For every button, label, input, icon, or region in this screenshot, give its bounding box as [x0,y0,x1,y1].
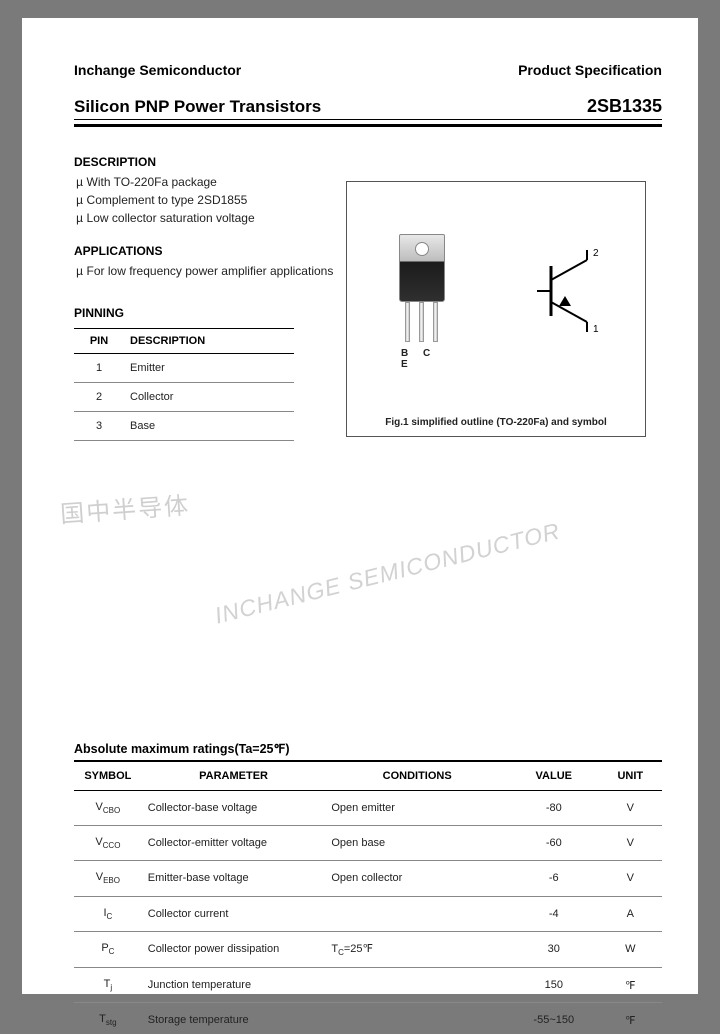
table-row: PCCollector power dissipationTC=25℉30W [74,931,662,967]
rating-symbol: Tj [74,967,142,1002]
col-symbol: SYMBOL [74,761,142,791]
rating-conditions: TC=25℉ [325,931,509,967]
col-desc: DESCRIPTION [124,329,294,354]
rating-unit: ℉ [599,1003,662,1034]
left-column: DESCRIPTION μ With TO-220Fa package μ Co… [74,155,334,441]
rating-value: -60 [509,826,599,861]
table-header-row: PIN DESCRIPTION [74,329,294,354]
part-number: 2SB1335 [587,96,662,117]
rating-conditions [325,1003,509,1034]
company-name: Inchange Semiconductor [74,62,241,78]
rating-parameter: Collector power dissipation [142,931,326,967]
rating-conditions [325,967,509,1002]
pin-desc: Collector [124,383,294,412]
col-parameter: PARAMETER [142,761,326,791]
col-pin: PIN [74,329,124,354]
package-outline: B C E [393,234,451,354]
rating-conditions: Open collector [325,861,509,896]
rating-unit: W [599,931,662,967]
rating-parameter: Collector-base voltage [142,791,326,826]
rating-value: 30 [509,931,599,967]
rating-symbol: VCBO [74,791,142,826]
rating-value: -6 [509,861,599,896]
pin-desc: Emitter [124,354,294,383]
rating-unit: V [599,861,662,896]
table-row: 3 Base [74,412,294,441]
applications-heading: APPLICATIONS [74,244,334,258]
rating-parameter: Collector-emitter voltage [142,826,326,861]
description-item: μ Low collector saturation voltage [74,211,334,226]
rating-value: -4 [509,896,599,931]
table-row: VCBOCollector-base voltageOpen emitter-8… [74,791,662,826]
rating-conditions: Open emitter [325,791,509,826]
ratings-heading: Absolute maximum ratings(Ta=25℉) [74,741,662,756]
rating-unit: A [599,896,662,931]
rating-unit: V [599,826,662,861]
svg-text:2: 2 [593,248,599,259]
rating-conditions: Open base [325,826,509,861]
ratings-table: SYMBOL PARAMETER CONDITIONS VALUE UNIT V… [74,760,662,1034]
figure-caption: Fig.1 simplified outline (TO-220Fa) and … [347,417,645,428]
doc-type: Product Specification [518,62,662,78]
package-hole [415,242,429,256]
description-item: μ Complement to type 2SD1855 [74,193,334,208]
transistor-symbol-icon: 2 3 1 [537,246,617,336]
title-rule-thin [74,119,662,120]
application-text: For low frequency power amplifier applic… [87,264,334,278]
description-text: With TO-220Fa package [87,175,217,189]
rating-value: -55~150 [509,1003,599,1034]
col-unit: UNIT [599,761,662,791]
pin-number: 1 [74,354,124,383]
pin-desc: Base [124,412,294,441]
pinning-table: PIN DESCRIPTION 1 Emitter 2 Collector 3 [74,328,294,441]
table-header-row: SYMBOL PARAMETER CONDITIONS VALUE UNIT [74,761,662,791]
table-row: 1 Emitter [74,354,294,383]
rating-conditions [325,896,509,931]
table-row: ICCollector current -4A [74,896,662,931]
description-heading: DESCRIPTION [74,155,334,169]
title-row: Silicon PNP Power Transistors 2SB1335 [74,96,662,117]
rating-symbol: IC [74,896,142,931]
description-text: Low collector saturation voltage [87,211,255,225]
datasheet-page: Inchange Semiconductor Product Specifica… [22,18,698,994]
rating-parameter: Emitter-base voltage [142,861,326,896]
table-row: TstgStorage temperature -55~150℉ [74,1003,662,1034]
rating-unit: V [599,791,662,826]
package-pin-labels: B C E [401,348,451,370]
col-value: VALUE [509,761,599,791]
package-lead [419,302,424,342]
rating-symbol: VEBO [74,861,142,896]
figure-box: B C E 2 3 1 Fig.1 simplified outline (TO… [346,181,646,437]
title-rule-thick [74,124,662,127]
table-row: VCCOCollector-emitter voltageOpen base-6… [74,826,662,861]
rating-symbol: Tstg [74,1003,142,1034]
rating-symbol: PC [74,931,142,967]
application-item: μ For low frequency power amplifier appl… [74,264,334,279]
col-conditions: CONDITIONS [325,761,509,791]
page-header: Inchange Semiconductor Product Specifica… [74,62,662,78]
package-lead [405,302,410,342]
product-title: Silicon PNP Power Transistors [74,97,321,117]
pin-number: 2 [74,383,124,412]
rating-parameter: Junction temperature [142,967,326,1002]
table-row: VEBOEmitter-base voltageOpen collector-6… [74,861,662,896]
table-row: 2 Collector [74,383,294,412]
description-text: Complement to type 2SD1855 [87,193,248,207]
pinning-heading: PINNING [74,306,334,320]
svg-text:1: 1 [593,324,599,335]
rating-symbol: VCCO [74,826,142,861]
rating-parameter: Storage temperature [142,1003,326,1034]
rating-value: 150 [509,967,599,1002]
package-lead [433,302,438,342]
rating-parameter: Collector current [142,896,326,931]
description-item: μ With TO-220Fa package [74,175,334,190]
main-area: DESCRIPTION μ With TO-220Fa package μ Co… [74,155,662,1034]
pin-number: 3 [74,412,124,441]
rating-value: -80 [509,791,599,826]
table-row: TjJunction temperature 150℉ [74,967,662,1002]
rating-unit: ℉ [599,967,662,1002]
